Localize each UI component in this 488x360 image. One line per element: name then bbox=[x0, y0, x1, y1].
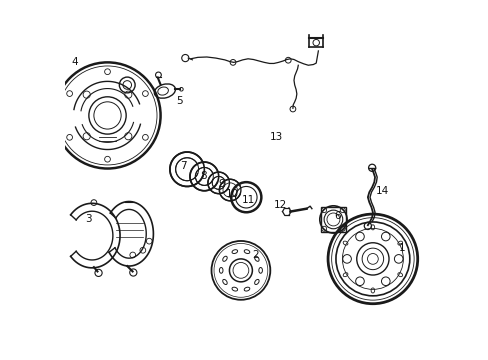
Text: 1: 1 bbox=[398, 243, 405, 253]
Text: 12: 12 bbox=[273, 200, 286, 210]
Text: 13: 13 bbox=[269, 132, 283, 142]
Text: 14: 14 bbox=[375, 186, 388, 196]
Text: 3: 3 bbox=[85, 215, 92, 224]
Text: 7: 7 bbox=[180, 161, 186, 171]
Text: 10: 10 bbox=[225, 189, 238, 199]
Bar bbox=[320, 207, 346, 232]
Text: 5: 5 bbox=[176, 96, 183, 106]
Text: 2: 2 bbox=[251, 250, 258, 260]
Text: 11: 11 bbox=[241, 195, 254, 205]
Text: 6: 6 bbox=[334, 211, 340, 221]
Text: 9: 9 bbox=[218, 179, 224, 189]
Text: 8: 8 bbox=[200, 171, 206, 181]
Text: 4: 4 bbox=[72, 57, 79, 67]
